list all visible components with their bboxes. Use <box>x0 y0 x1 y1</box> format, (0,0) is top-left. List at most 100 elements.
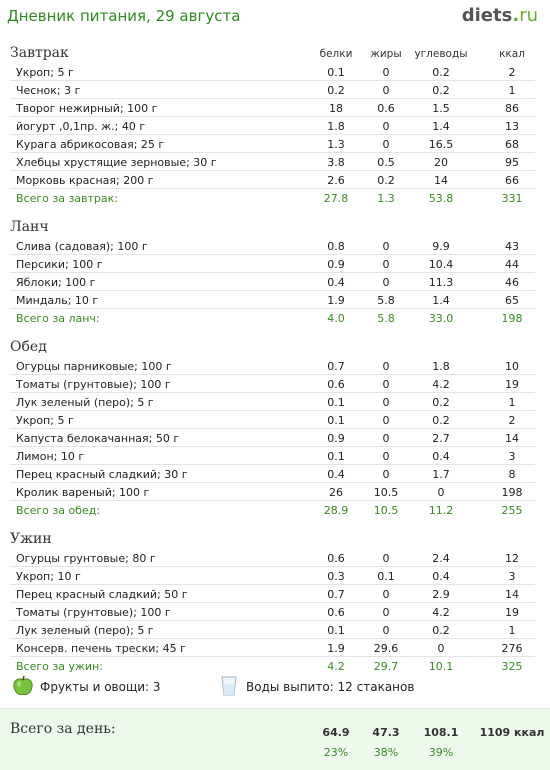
food-row[interactable]: Томаты (грунтовые); 100 г 0.6 0 4.2 19 <box>10 603 535 621</box>
food-row[interactable]: Хлебцы хрустящие зерновые; 30 г 3.8 0.5 20 9… <box>10 153 535 171</box>
food-protein: 0.6 <box>327 606 345 619</box>
meal-total-fat: 1.3 <box>377 192 395 205</box>
food-name: Кролик вареный; 100 г <box>16 486 150 499</box>
food-name: Укроп; 5 г <box>16 414 74 427</box>
food-name: йогурт ,0,1пр. ж.; 40 г <box>16 120 146 133</box>
food-kcal: 8 <box>508 468 516 481</box>
meal-total-kcal: 255 <box>501 504 523 517</box>
food-carbs: 0.2 <box>432 66 450 79</box>
food-carbs: 0.2 <box>432 84 450 97</box>
meal-total-carbs: 53.8 <box>428 192 454 205</box>
food-fat: 0 <box>382 66 390 79</box>
food-name: Перец красный сладкий; 30 г <box>16 468 188 481</box>
food-name: Томаты (грунтовые); 100 г <box>16 606 171 619</box>
food-row[interactable]: Кролик вареный; 100 г 26 10.5 0 198 <box>10 483 535 501</box>
food-row[interactable]: Перец красный сладкий; 50 г 0.7 0 2.9 14 <box>10 585 535 603</box>
meal-total-protein: 27.8 <box>323 192 349 205</box>
food-name: Томаты (грунтовые); 100 г <box>16 378 171 391</box>
day-carbs: 108.1 <box>423 726 459 739</box>
day-protein-pct: 23% <box>323 746 349 759</box>
food-row[interactable]: Миндаль; 10 г 1.9 5.8 1.4 65 <box>10 291 535 309</box>
diary-content: Завтрак белки жиры углеводы ккал Укроп; 5 г 0.… <box>0 42 550 675</box>
meal-title: Ужин <box>10 531 52 547</box>
food-row[interactable]: Персики; 100 г 0.9 0 10.4 44 <box>10 255 535 273</box>
food-row[interactable]: Морковь красная; 200 г 2.6 0.2 14 66 <box>10 171 535 189</box>
food-row[interactable]: Слива (садовая); 100 г 0.8 0 9.9 43 <box>10 237 535 255</box>
meal-title: Завтрак <box>10 45 69 61</box>
food-row[interactable]: Курага абрикосовая; 25 г 1.3 0 16.5 68 <box>10 135 535 153</box>
food-row[interactable]: Огурцы парниковые; 100 г 0.7 0 1.8 10 <box>10 357 535 375</box>
food-protein: 0.3 <box>327 570 345 583</box>
food-row[interactable]: Укроп; 5 г 0.1 0 0.2 2 <box>10 411 535 429</box>
food-fat: 0 <box>382 120 390 133</box>
food-row[interactable]: Лук зеленый (перо); 5 г 0.1 0 0.2 1 <box>10 393 535 411</box>
food-protein: 1.8 <box>327 120 345 133</box>
food-carbs: 9.9 <box>432 240 450 253</box>
food-kcal: 43 <box>505 240 519 253</box>
food-fat: 0 <box>382 468 390 481</box>
food-name: Персики; 100 г <box>16 258 103 271</box>
food-row[interactable]: Укроп; 5 г 0.1 0 0.2 2 <box>10 63 535 81</box>
section-spacer <box>0 327 550 336</box>
food-kcal: 13 <box>505 120 519 133</box>
day-total-panel: Всего за день: 64.9 47.3 108.1 1109 ккал… <box>0 708 550 770</box>
food-carbs: 1.7 <box>432 468 450 481</box>
food-carbs: 20 <box>434 156 448 169</box>
column-header-kcal: ккал <box>499 48 525 60</box>
food-fat: 0 <box>382 84 390 97</box>
food-kcal: 1 <box>508 396 516 409</box>
page-header: Дневник питания, 29 августа diets.ru <box>0 0 550 36</box>
meal-total-carbs: 10.1 <box>428 660 454 673</box>
food-row[interactable]: Огурцы грунтовые; 80 г 0.6 0 2.4 12 <box>10 549 535 567</box>
food-kcal: 3 <box>508 450 516 463</box>
meal-total-kcal: 325 <box>501 660 523 673</box>
meal-total-carbs: 11.2 <box>428 504 454 517</box>
food-name: Перец красный сладкий; 50 г <box>16 588 188 601</box>
food-kcal: 198 <box>501 486 523 499</box>
food-protein: 18 <box>329 102 343 115</box>
food-carbs: 4.2 <box>432 606 450 619</box>
meal-total-fat: 29.7 <box>373 660 399 673</box>
column-header-protein: белки <box>319 48 353 60</box>
food-fat: 0 <box>382 360 390 373</box>
day-kcal: 1109 ккал <box>479 726 545 739</box>
food-row[interactable]: Томаты (грунтовые); 100 г 0.6 0 4.2 19 <box>10 375 535 393</box>
food-name: Хлебцы хрустящие зерновые; 30 г <box>16 156 217 169</box>
meal-total-row: Всего за завтрак: 27.8 1.3 53.8 331 <box>10 189 535 207</box>
meal-total-fat: 5.8 <box>377 312 395 325</box>
section-spacer <box>0 207 550 216</box>
food-protein: 0.4 <box>327 468 345 481</box>
food-kcal: 19 <box>505 606 519 619</box>
meal-total-kcal: 198 <box>501 312 523 325</box>
food-protein: 0.1 <box>327 66 345 79</box>
food-protein: 0.1 <box>327 624 345 637</box>
food-fat: 29.6 <box>373 642 399 655</box>
food-kcal: 12 <box>505 552 519 565</box>
day-fat: 47.3 <box>372 726 400 739</box>
food-row[interactable]: Лимон; 10 г 0.1 0 0.4 3 <box>10 447 535 465</box>
food-carbs: 11.3 <box>428 276 454 289</box>
food-protein: 0.2 <box>327 84 345 97</box>
food-row[interactable]: йогурт ,0,1пр. ж.; 40 г 1.8 0 1.4 13 <box>10 117 535 135</box>
food-row[interactable]: Лук зеленый (перо); 5 г 0.1 0 0.2 1 <box>10 621 535 639</box>
site-logo[interactable]: diets.ru <box>462 5 538 26</box>
day-fat-pct: 38% <box>373 746 399 759</box>
food-kcal: 3 <box>508 570 516 583</box>
food-row[interactable]: Чеснок; 3 г 0.2 0 0.2 1 <box>10 81 535 99</box>
food-fat: 0 <box>382 606 390 619</box>
food-row[interactable]: Капуста белокачанная; 50 г 0.9 0 2.7 14 <box>10 429 535 447</box>
food-row[interactable]: Перец красный сладкий; 30 г 0.4 0 1.7 8 <box>10 465 535 483</box>
day-protein: 64.9 <box>322 726 350 739</box>
food-protein: 2.6 <box>327 174 345 187</box>
food-row[interactable]: Яблоки; 100 г 0.4 0 11.3 46 <box>10 273 535 291</box>
extras-bar: Фрукты и овощи: 3 Воды выпито: 12 стакан… <box>0 672 550 702</box>
food-row[interactable]: Творог нежирный; 100 г 18 0.6 1.5 86 <box>10 99 535 117</box>
food-row[interactable]: Консерв. печень трески; 45 г 1.9 29.6 0 276 <box>10 639 535 657</box>
meal-total-row: Всего за обед: 28.9 10.5 11.2 255 <box>10 501 535 519</box>
food-carbs: 14 <box>434 174 448 187</box>
food-fat: 0.1 <box>377 570 395 583</box>
food-protein: 1.9 <box>327 642 345 655</box>
food-protein: 0.1 <box>327 450 345 463</box>
food-row[interactable]: Укроп; 10 г 0.3 0.1 0.4 3 <box>10 567 535 585</box>
meal-total-label: Всего за завтрак: <box>16 192 119 205</box>
